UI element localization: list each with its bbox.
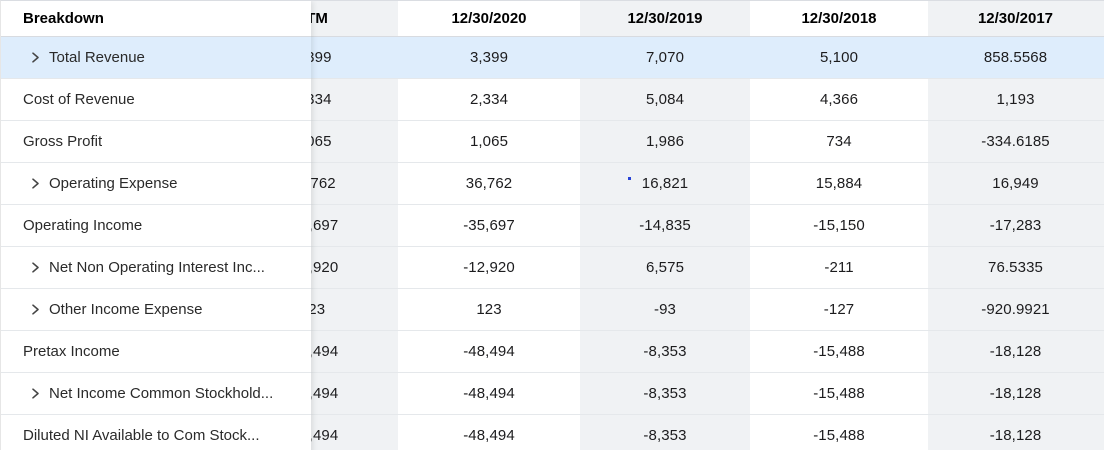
row-label: Cost of Revenue bbox=[23, 91, 135, 108]
row-label: Pretax Income bbox=[23, 343, 120, 360]
cell-value: -15,150 bbox=[813, 217, 865, 234]
column-header-2020: 12/30/2020 bbox=[451, 10, 527, 27]
row-label: Diluted NI Available to Com Stock... bbox=[23, 427, 260, 444]
row-label-net-non-operating-interest[interactable]: Net Non Operating Interest Inc... bbox=[1, 247, 311, 289]
cell-value: -18,128 bbox=[989, 343, 1042, 360]
table-header-row: TTM 12/30/2020 12/30/2019 12/30/2018 12/… bbox=[1, 1, 1104, 37]
cell-value: 15,884 bbox=[815, 175, 863, 192]
cell-value: 7,070 bbox=[645, 49, 685, 66]
column-header-2017: 12/30/2017 bbox=[977, 10, 1054, 27]
cell-value: 4,366 bbox=[819, 91, 859, 108]
cell-value: -48,494 bbox=[463, 427, 515, 444]
row-label: Net Non Operating Interest Inc... bbox=[49, 259, 265, 276]
column-header-2019: 12/30/2019 bbox=[627, 10, 703, 27]
cell-value: -17,283 bbox=[989, 217, 1042, 234]
cell-value: -127 bbox=[823, 301, 855, 318]
cell-value: -18,128 bbox=[989, 385, 1042, 402]
row-label-other-income-expense[interactable]: Other Income Expense bbox=[1, 289, 311, 331]
cell-value: -15,488 bbox=[813, 385, 865, 402]
cell-value: 3,399 bbox=[469, 49, 509, 66]
cell-value: 16,949 bbox=[992, 175, 1039, 192]
cell-value: -334.6185 bbox=[981, 133, 1050, 150]
cell-value: -35,697 bbox=[463, 217, 515, 234]
cell-value: -8,353 bbox=[643, 343, 687, 360]
row-label: Gross Profit bbox=[23, 133, 103, 150]
table-row: -48,494 -48,494 -8,353 -15,488 -18,128 bbox=[1, 373, 1104, 415]
row-label-total-revenue[interactable]: Total Revenue bbox=[1, 37, 311, 79]
row-label: Operating Expense bbox=[49, 175, 178, 192]
sticky-breakdown-column: Breakdown Total Revenue Cost of Revenue … bbox=[1, 1, 311, 450]
cell-value: 6,575 bbox=[645, 259, 685, 276]
row-label-pretax-income: Pretax Income bbox=[1, 331, 311, 373]
cell-value: -93 bbox=[654, 301, 676, 318]
row-label: Other Income Expense bbox=[49, 301, 203, 318]
cell-value: -48,494 bbox=[463, 385, 515, 402]
cell-value: 5,100 bbox=[819, 49, 859, 66]
breakdown-header-label: Breakdown bbox=[23, 10, 104, 27]
cell-value: 734 bbox=[826, 133, 852, 150]
row-label: Net Income Common Stockhold... bbox=[49, 385, 274, 402]
row-label-operating-expense[interactable]: Operating Expense bbox=[1, 163, 311, 205]
cell-value: 1,193 bbox=[996, 91, 1035, 108]
cell-value: -18,128 bbox=[989, 427, 1042, 444]
blue-dot-artifact bbox=[628, 177, 631, 180]
cell-value: -12,920 bbox=[463, 259, 515, 276]
cell-value: -48,494 bbox=[463, 343, 515, 360]
row-label-gross-profit: Gross Profit bbox=[1, 121, 311, 163]
row-label-operating-income: Operating Income bbox=[1, 205, 311, 247]
cell-value: -211 bbox=[824, 259, 854, 276]
cell-value: -15,488 bbox=[813, 427, 865, 444]
cell-value: 5,084 bbox=[645, 91, 685, 108]
cell-value: 76.5335 bbox=[988, 259, 1043, 276]
cell-value: -8,353 bbox=[643, 427, 687, 444]
breakdown-header: Breakdown bbox=[1, 1, 311, 37]
chevron-right-icon bbox=[31, 388, 40, 399]
row-label-cost-of-revenue: Cost of Revenue bbox=[1, 79, 311, 121]
cell-value: 36,762 bbox=[465, 175, 513, 192]
chevron-right-icon bbox=[31, 52, 40, 63]
cell-value: 1,986 bbox=[645, 133, 685, 150]
column-header-2018: 12/30/2018 bbox=[801, 10, 877, 27]
chevron-right-icon bbox=[31, 178, 40, 189]
cell-value: 2,334 bbox=[469, 91, 509, 108]
row-label: Operating Income bbox=[23, 217, 143, 234]
row-label: Total Revenue bbox=[49, 49, 145, 66]
cell-value: 16,821 bbox=[641, 175, 689, 192]
cell-value: -8,353 bbox=[643, 385, 687, 402]
cell-value: 1,065 bbox=[469, 133, 509, 150]
row-label-net-income-common[interactable]: Net Income Common Stockhold... bbox=[1, 373, 311, 415]
cell-value: 123 bbox=[476, 301, 502, 318]
cell-value: -15,488 bbox=[813, 343, 865, 360]
chevron-right-icon bbox=[31, 262, 40, 273]
cell-value: -920.9921 bbox=[981, 301, 1050, 318]
table-row: 123 123 -93 -127 -920.9921 bbox=[1, 289, 1104, 331]
row-label-diluted-ni: Diluted NI Available to Com Stock... bbox=[1, 415, 311, 450]
cell-value: 858.5568 bbox=[983, 49, 1048, 66]
cell-value: -14,835 bbox=[639, 217, 691, 234]
chevron-right-icon bbox=[31, 304, 40, 315]
